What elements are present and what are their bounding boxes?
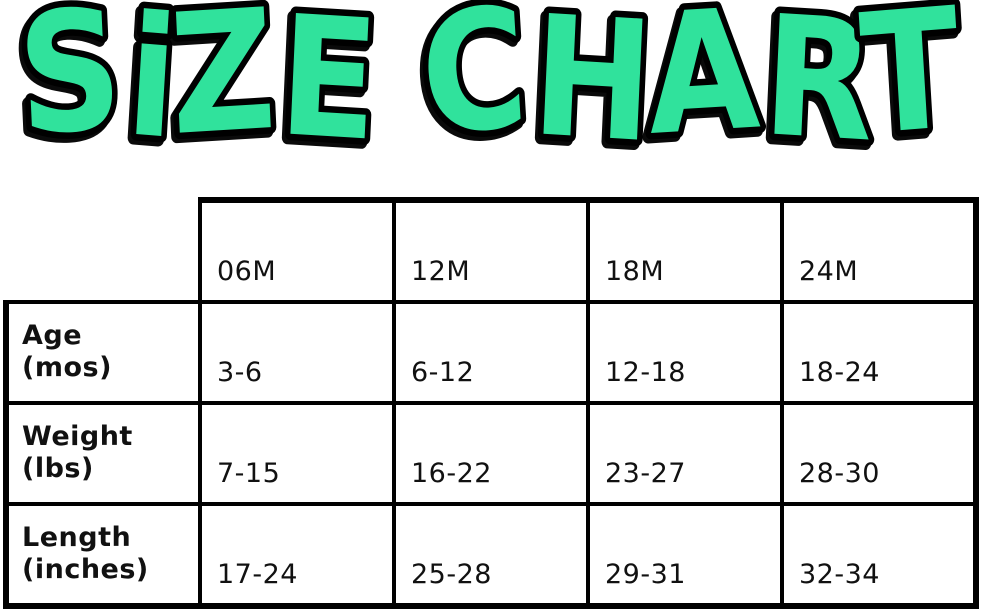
page-title: SiZE CHART [13,0,966,170]
weight-12m-cell: 16-22 [392,401,590,506]
title-svg: SiZE CHART [6,0,972,170]
weight-06m-cell: 7-15 [198,401,396,506]
table-row-length: Length (inches) 17-24 25-28 29-31 32-34 [3,502,979,609]
column-header-06m: 06M [198,197,396,304]
age-12m-cell: 6-12 [392,300,590,405]
weight-18m-cell: 23-27 [586,401,784,506]
header-row: 06M 12M 18M 24M [6,197,979,304]
row-label-length: Length (inches) [3,502,202,609]
length-06m-cell: 17-24 [198,502,396,609]
title-banner: SiZE CHART [0,0,984,170]
weight-24m-cell: 28-30 [780,401,979,506]
age-18m-cell: 12-18 [586,300,784,405]
age-24m-cell: 18-24 [780,300,979,405]
column-header-18m: 18M [586,197,784,304]
length-18m-cell: 29-31 [586,502,784,609]
length-24m-cell: 32-34 [780,502,979,609]
table-row-weight: Weight (lbs) 7-15 16-22 23-27 28-30 [3,401,979,506]
row-label-weight: Weight (lbs) [3,401,202,506]
size-table: 06M 12M 18M 24M Age (mos) 3-6 6-12 12-18… [3,197,979,609]
length-12m-cell: 25-28 [392,502,590,609]
table-row-age: Age (mos) 3-6 6-12 12-18 18-24 [3,300,979,405]
corner-cell [6,200,200,302]
age-06m-cell: 3-6 [198,300,396,405]
column-header-12m: 12M [392,197,590,304]
row-label-age: Age (mos) [3,300,202,405]
column-header-24m: 24M [780,197,979,304]
